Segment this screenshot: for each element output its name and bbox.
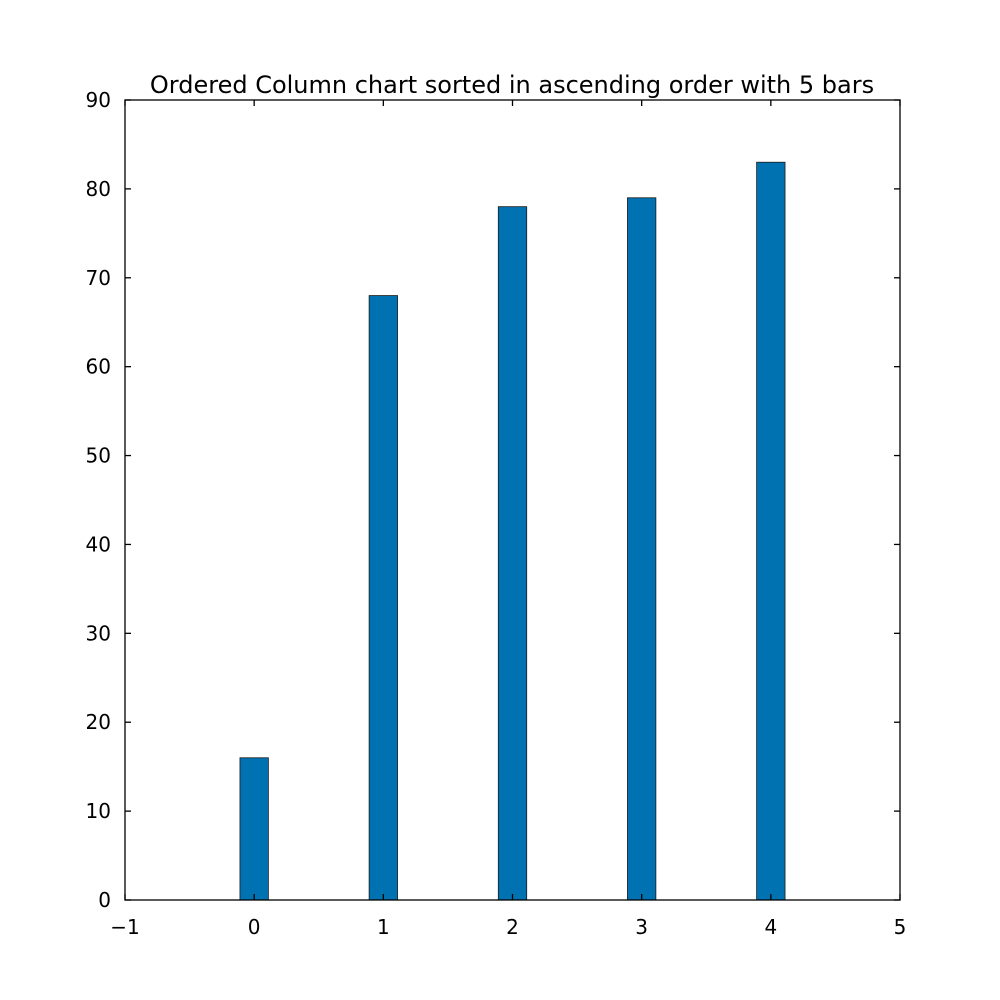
chart-title: Ordered Column chart sorted in ascending… [150, 71, 874, 99]
y-tick-label: 50 [86, 444, 111, 468]
y-tick-label: 80 [86, 177, 111, 201]
y-tick-label: 60 [86, 355, 111, 379]
y-tick-label: 0 [98, 888, 111, 912]
bar-4 [756, 161, 786, 901]
x-tick-label: 1 [377, 915, 390, 939]
y-tick-label: 70 [86, 266, 111, 290]
x-tick-label: 5 [894, 915, 907, 939]
bar-3 [627, 197, 657, 901]
y-tick-label: 90 [86, 88, 111, 112]
x-tick-label: 2 [506, 915, 519, 939]
x-tick-label: 3 [635, 915, 648, 939]
y-tick-label: 20 [86, 710, 111, 734]
x-tick-label: 0 [248, 915, 261, 939]
y-tick-label: 10 [86, 799, 111, 823]
bar-1 [368, 295, 398, 901]
y-tick-label: 40 [86, 532, 111, 556]
bars-layer [239, 161, 786, 901]
y-tick-label: 30 [86, 621, 111, 645]
bar-2 [497, 206, 528, 901]
x-tick-label: 4 [764, 915, 777, 939]
x-tick-label: −1 [110, 915, 139, 939]
bar-0 [239, 757, 269, 901]
